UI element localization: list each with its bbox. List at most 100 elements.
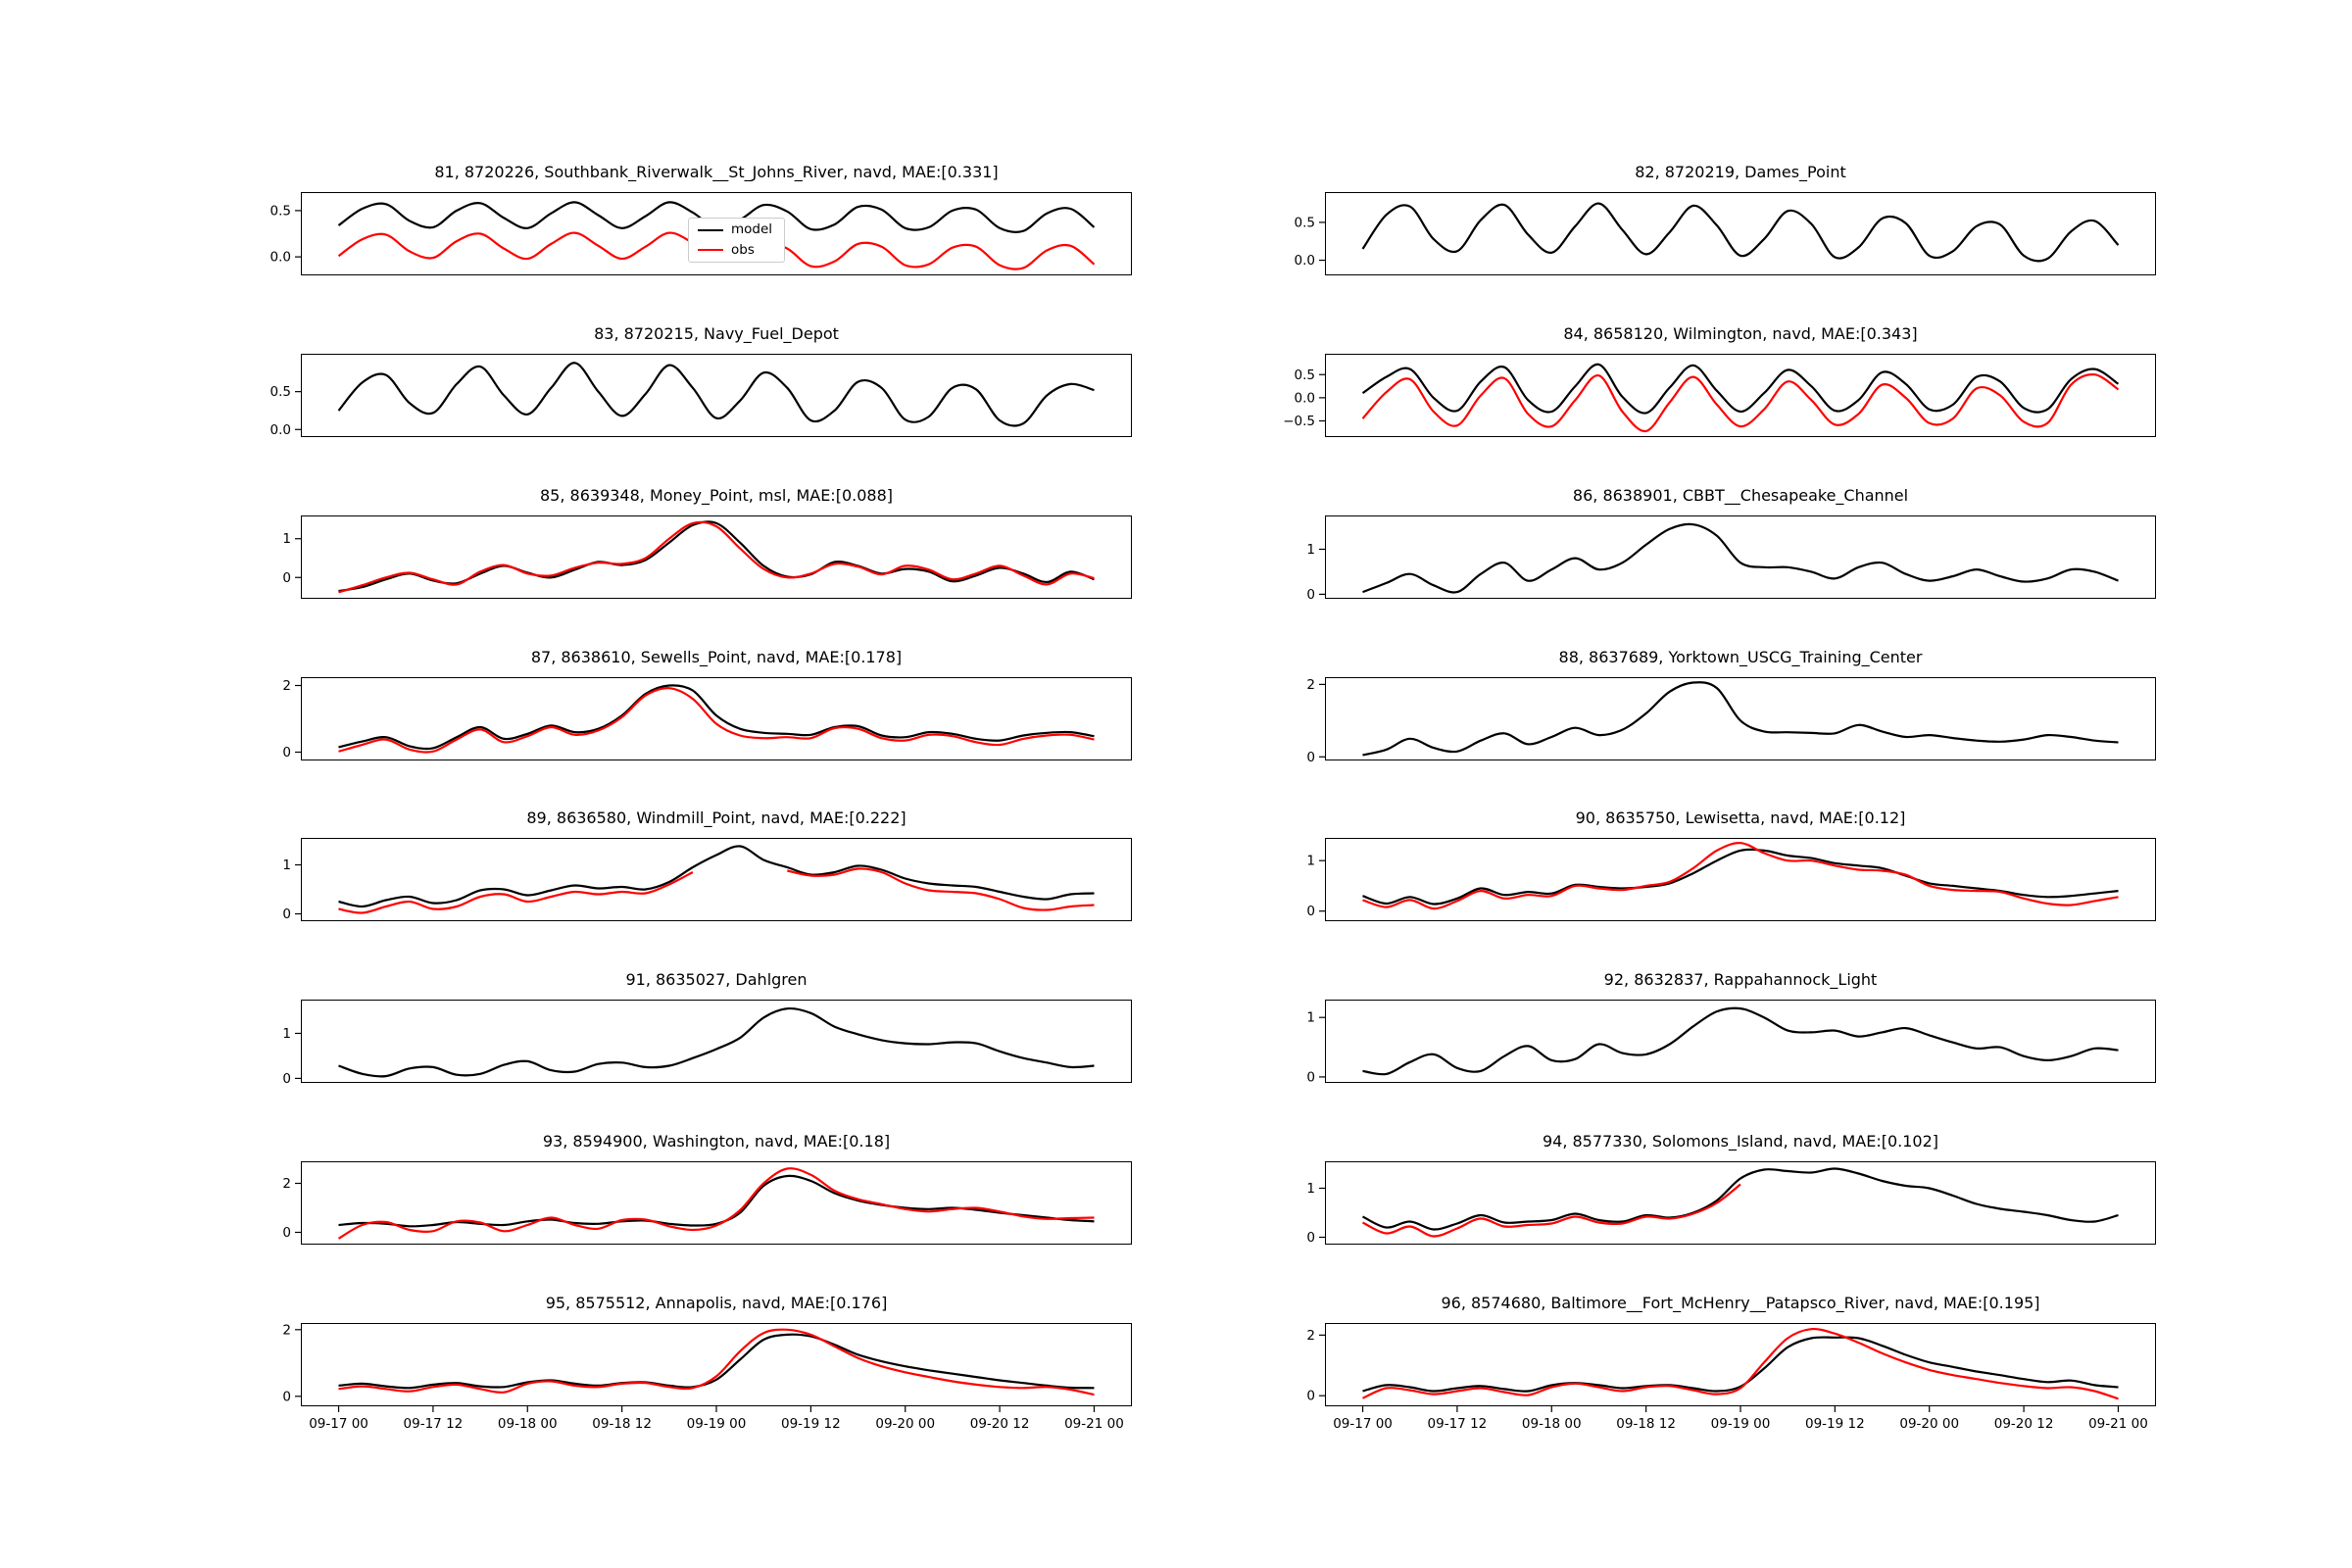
subplot-station-90: 90, 8635750, Lewisetta, navd, MAE:[0.12]… [1306, 808, 2156, 921]
y-tick-label: 0 [282, 1071, 291, 1087]
subplot-title: 81, 8720226, Southbank_Riverwalk__St_Joh… [434, 163, 999, 181]
axes-frame [301, 192, 1132, 275]
y-tick-label: 0.0 [1295, 390, 1315, 406]
series-model-line [338, 684, 1095, 751]
subplot-title: 91, 8635027, Dahlgren [625, 970, 808, 989]
chart-canvas: 01 [1306, 515, 2156, 603]
series-model-line [1362, 1167, 2119, 1231]
subplot-station-95: 95, 8575512, Annapolis, navd, MAE:[0.176… [282, 1294, 1132, 1432]
y-tick-label: 1 [1306, 1010, 1315, 1026]
y-tick-label: 0 [1306, 1230, 1315, 1246]
axes-frame [1325, 515, 2156, 599]
series-obs-line [337, 1167, 1095, 1240]
x-tick-label: 09-21 00 [2088, 1416, 2148, 1432]
y-tick-label: 0.5 [270, 203, 291, 219]
x-tick-label: 09-17 12 [1428, 1416, 1488, 1432]
y-tick-label: 0 [282, 745, 291, 760]
x-tick-label: 09-18 00 [498, 1416, 558, 1432]
chart-canvas: 01 [1306, 1161, 2156, 1246]
subplot-station-86: 86, 8638901, CBBT__Chesapeake_Channel 0 1 [1306, 486, 2156, 603]
y-tick-label: 0.0 [270, 422, 291, 438]
x-tick-label: 09-20 12 [1994, 1416, 2054, 1432]
series-model-line [1361, 363, 2120, 415]
series-obs-line [1362, 842, 2119, 910]
chart-canvas: 01 [282, 515, 1132, 599]
x-tick-label: 09-20 00 [1899, 1416, 1959, 1432]
axes-frame [301, 1323, 1132, 1406]
y-tick-label: 0 [1306, 750, 1315, 765]
x-tick-label: 09-18 12 [592, 1416, 652, 1432]
y-tick-label: 0 [1306, 1069, 1315, 1085]
chart-canvas: 0 2 09-17 00 09-17 12 09-18 00 09-18 12 09-19 … [282, 1322, 1132, 1432]
series-model-line [338, 1006, 1095, 1078]
series-model-line [337, 362, 1095, 427]
x-tick-label: 09-17 00 [1333, 1416, 1393, 1432]
y-tick-label: 2 [282, 678, 291, 694]
y-tick-label: 0.0 [270, 250, 291, 266]
x-tick-label: 09-17 12 [404, 1416, 464, 1432]
y-tick-label: 1 [282, 1026, 291, 1042]
chart-canvas: 02 [282, 1161, 1132, 1245]
subplot-station-87: 87, 8638610, Sewells_Point, navd, MAE:[0… [282, 648, 1132, 760]
axes-frame [1325, 838, 2156, 921]
series-model-line [338, 845, 1095, 908]
y-tick-label: −0.5 [1283, 414, 1315, 429]
x-tick-label: 09-17 00 [309, 1416, 368, 1432]
x-tick-label: 09-19 12 [781, 1416, 841, 1432]
subplot-title: 95, 8575512, Annapolis, navd, MAE:[0.176… [545, 1294, 888, 1312]
subplot-title: 84, 8658120, Wilmington, navd, MAE:[0.34… [1563, 324, 1918, 343]
x-tick-label: 09-20 00 [875, 1416, 935, 1432]
subplot-title: 87, 8638610, Sewells_Point, navd, MAE:[0… [530, 648, 903, 666]
series-model-line [1362, 681, 2119, 757]
series-obs-line [338, 520, 1095, 594]
y-tick-label: 2 [282, 1322, 291, 1338]
x-tick-label: 09-21 00 [1064, 1416, 1124, 1432]
series-obs-line [787, 867, 1095, 911]
series-model-line [1362, 1336, 2119, 1393]
legend-line-sample [698, 228, 723, 231]
chart-canvas: 01 [282, 1000, 1132, 1087]
legend: model obs [688, 218, 786, 263]
chart-canvas: 0 2 09-17 00 09-17 12 09-18 00 09-18 12 09-19 … [1306, 1323, 2156, 1432]
x-tick-label: 09-19 12 [1805, 1416, 1865, 1432]
chart-canvas: 02 [282, 677, 1132, 760]
y-tick-label: 2 [1306, 677, 1315, 693]
series-model-line [1362, 522, 2119, 594]
series-model-line [1361, 202, 2120, 263]
series-obs-line [1362, 1327, 2119, 1400]
subplot-station-83: 83, 8720215, Navy_Fuel_Depot 0.0 0.5 [270, 324, 1132, 438]
y-tick-label: 0 [282, 570, 291, 586]
y-tick-label: 2 [282, 1176, 291, 1192]
subplot-title: 96, 8574680, Baltimore__Fort_McHenry__Pa… [1441, 1294, 2040, 1312]
series-model-line [338, 520, 1095, 593]
subplot-title: 82, 8720219, Dames_Point [1635, 163, 1846, 181]
legend-entry: model [698, 222, 772, 237]
axes-frame [301, 677, 1132, 760]
subplot-station-91: 91, 8635027, Dahlgren 0 1 [282, 970, 1132, 1087]
y-tick-label: 0 [282, 1225, 291, 1241]
axes-frame [1325, 1000, 2156, 1083]
subplot-station-88: 88, 8637689, Yorktown_USCG_Training_Cent… [1306, 648, 2156, 765]
subplot-title: 88, 8637689, Yorktown_USCG_Training_Cent… [1558, 648, 1923, 666]
subplot-title: 83, 8720215, Navy_Fuel_Depot [594, 324, 839, 343]
series-obs-line [338, 1328, 1095, 1396]
subplot-station-94: 94, 8577330, Solomons_Island, navd, MAE:… [1306, 1132, 2156, 1246]
y-tick-label: 1 [282, 858, 291, 873]
y-tick-label: 1 [1306, 1181, 1315, 1197]
axes-frame [301, 354, 1132, 437]
subplot-station-93: 93, 8594900, Washington, navd, MAE:[0.18… [282, 1132, 1132, 1245]
legend-entry: obs [698, 243, 772, 258]
subplot-title: 86, 8638901, CBBT__Chesapeake_Channel [1572, 486, 1909, 505]
subplot-title: 92, 8632837, Rappahannock_Light [1603, 970, 1878, 989]
axes-frame [301, 1000, 1132, 1083]
axes-frame [1325, 354, 2156, 437]
y-tick-label: 0.5 [1295, 215, 1315, 230]
y-tick-label: 0.0 [1295, 253, 1315, 269]
chart-canvas: 01 [1306, 1000, 2156, 1085]
subplot-station-84: 84, 8658120, Wilmington, navd, MAE:[0.34… [1283, 324, 2156, 437]
x-tick-label: 09-19 00 [1711, 1416, 1771, 1432]
chart-canvas: −0.5 0.0 0.5 [1283, 354, 2156, 437]
series-obs-line [338, 687, 1095, 754]
x-tick-label: 09-20 12 [970, 1416, 1030, 1432]
y-tick-label: 1 [1306, 542, 1315, 558]
